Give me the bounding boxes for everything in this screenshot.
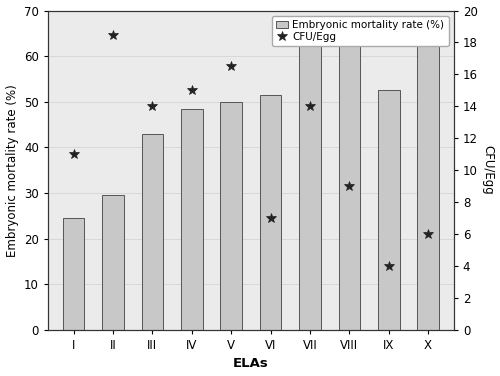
Bar xyxy=(418,42,439,330)
Bar xyxy=(260,95,281,330)
Y-axis label: Embryonic mortality rate (%): Embryonic mortality rate (%) xyxy=(6,84,18,256)
X-axis label: ELAs: ELAs xyxy=(233,358,269,370)
Bar xyxy=(220,102,242,330)
Legend: Embryonic mortality rate (%), CFU/Egg: Embryonic mortality rate (%), CFU/Egg xyxy=(272,16,448,46)
Y-axis label: CFU/Egg: CFU/Egg xyxy=(482,146,494,195)
Bar xyxy=(63,218,84,330)
Bar xyxy=(338,29,360,330)
Bar xyxy=(102,195,124,330)
Bar xyxy=(181,109,203,330)
Bar xyxy=(299,33,321,330)
Bar xyxy=(142,134,163,330)
Bar xyxy=(378,90,400,330)
